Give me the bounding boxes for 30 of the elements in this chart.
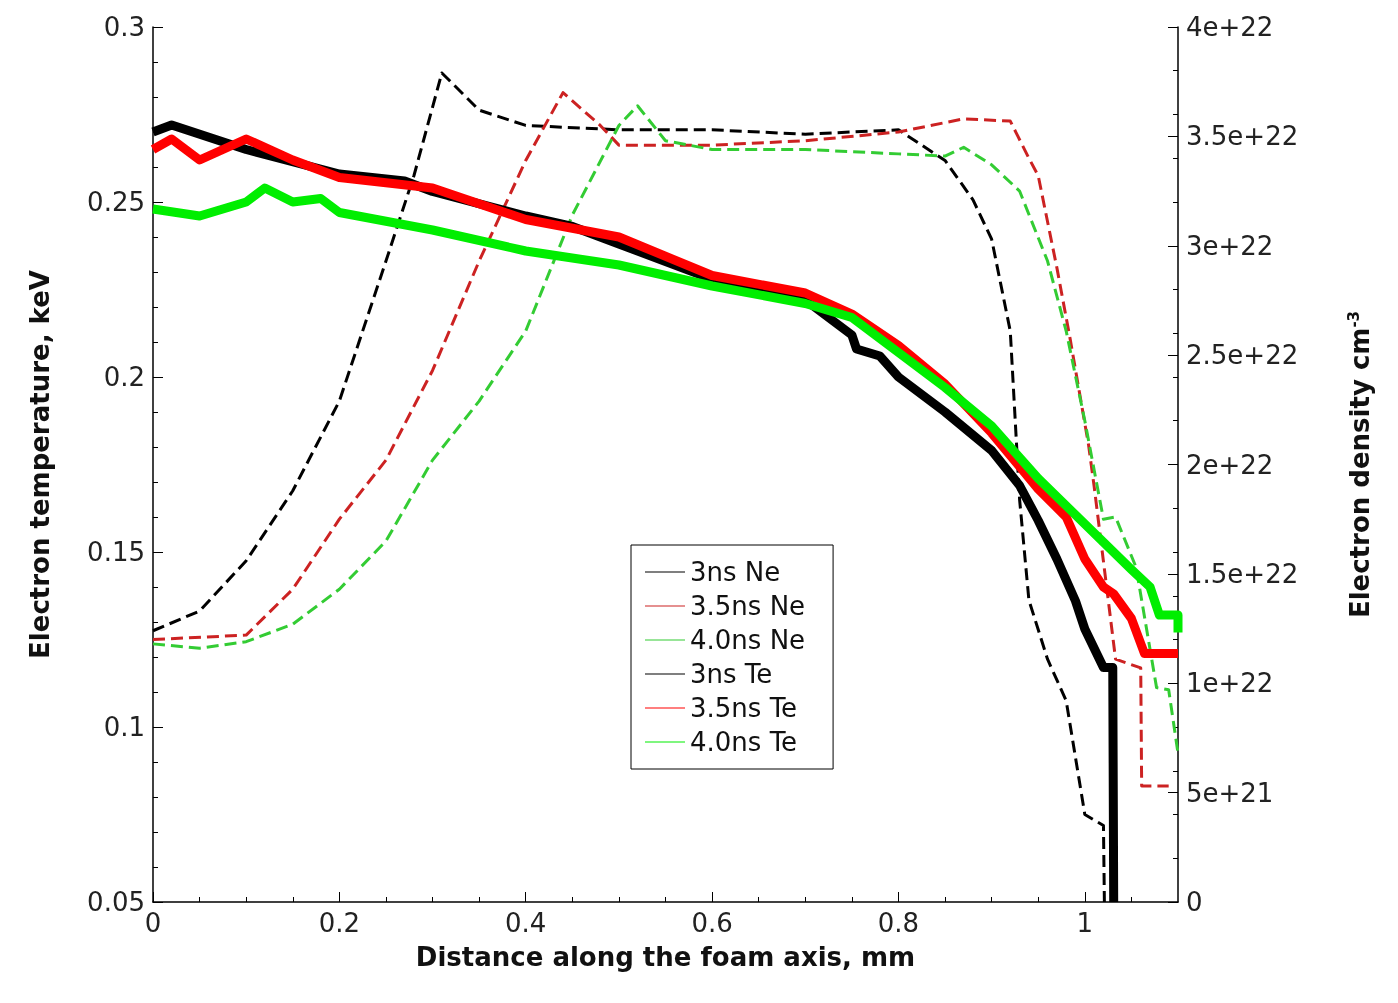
x-tick-label: 0.8 xyxy=(877,908,920,938)
y2-tick-label: 1e+22 xyxy=(1186,668,1274,699)
y-axis-title: Electron temperature, keV xyxy=(25,270,55,659)
legend-label: 3.5ns Ne xyxy=(690,591,806,621)
y-tick-label: 0.3 xyxy=(103,12,145,42)
y2-tick-label: 5e+21 xyxy=(1186,777,1274,808)
legend-label: 4.0ns Te xyxy=(690,727,798,757)
y2-tick-label: 2.5e+22 xyxy=(1186,340,1299,371)
x-axis-title: Distance along the foam axis, mm xyxy=(415,942,916,972)
legend-label: 3.5ns Te xyxy=(690,693,798,723)
y-tick-label: 0.25 xyxy=(87,187,145,217)
y-tick-label: 0.1 xyxy=(103,712,145,742)
y2-tick-label: 1.5e+22 xyxy=(1186,558,1299,589)
x-tick-label: 0.2 xyxy=(318,908,361,938)
x-tick-label: 1 xyxy=(1076,908,1094,938)
y-tick-label: 0.05 xyxy=(87,887,145,917)
legend-label: 3ns Ne xyxy=(690,557,781,587)
y2-axis-title: Electron density cm-3 xyxy=(1344,310,1375,619)
y-tick-label: 0.15 xyxy=(87,537,145,567)
y-tick-label: 0.2 xyxy=(103,362,145,392)
y2-tick-label: 0 xyxy=(1186,887,1203,917)
y2-tick-label: 4e+22 xyxy=(1186,12,1274,42)
x-tick-label: 0.4 xyxy=(505,908,547,938)
legend-label: 3ns Te xyxy=(690,659,773,689)
x-tick-label: 0 xyxy=(144,908,162,938)
legend-label: 4.0ns Ne xyxy=(690,625,806,655)
y2-tick-label: 3.5e+22 xyxy=(1186,121,1299,152)
x-tick-label: 0.6 xyxy=(691,908,733,938)
y2-tick-label: 2e+22 xyxy=(1186,449,1274,480)
y2-tick-label: 3e+22 xyxy=(1186,230,1274,261)
